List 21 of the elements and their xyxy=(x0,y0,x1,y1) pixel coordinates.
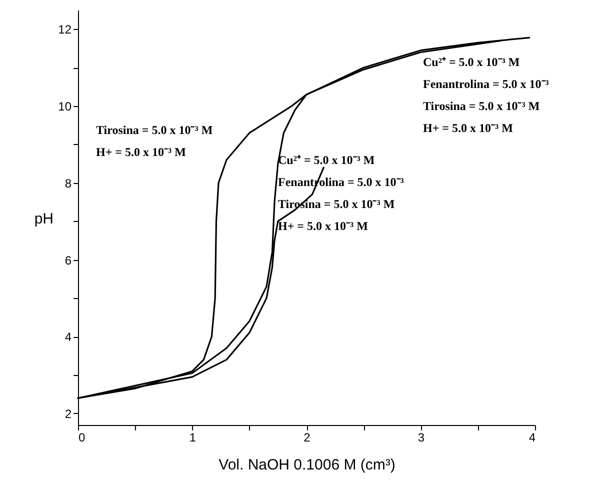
x-tick-label: 4 xyxy=(528,430,536,444)
x-tick-label: 0 xyxy=(78,430,86,444)
annotation: H+ = 5.0 x 10⁻³ M xyxy=(423,121,513,135)
y-axis-title: pH xyxy=(34,210,54,228)
annotation: H+ = 5.0 x 10⁻³ M xyxy=(96,145,186,159)
y-tick-label: 12 xyxy=(58,22,72,37)
annotation: Fenantrolina = 5.0 x 10⁻³ xyxy=(423,77,550,91)
y-tick-label: 10 xyxy=(58,100,72,114)
y-tick-label: 6 xyxy=(64,253,72,268)
y-tick-label: 4 xyxy=(64,330,72,344)
annotation: H+ = 5.0 x 10⁻³ M xyxy=(278,219,368,233)
annotation: Cu²⁺ = 5.0 x 10⁻³ M xyxy=(423,55,520,69)
x-tick-label: 1 xyxy=(189,430,196,444)
annotation: Cu²⁺ = 5.0 x 10⁻³ M xyxy=(278,153,375,167)
y-tick-label: 8 xyxy=(64,176,72,190)
annotation: Tirosina = 5.0 x 10⁻³ M xyxy=(96,123,213,137)
annotation: Tirosina = 5.0 x 10⁻³ M xyxy=(423,99,540,113)
x-tick-label: 2 xyxy=(304,430,311,444)
y-tick-label: 2 xyxy=(64,406,72,421)
x-tick-label: 3 xyxy=(418,430,425,444)
x-axis-title: Vol. NaOH 0.1006 M (cm³) xyxy=(218,456,396,474)
